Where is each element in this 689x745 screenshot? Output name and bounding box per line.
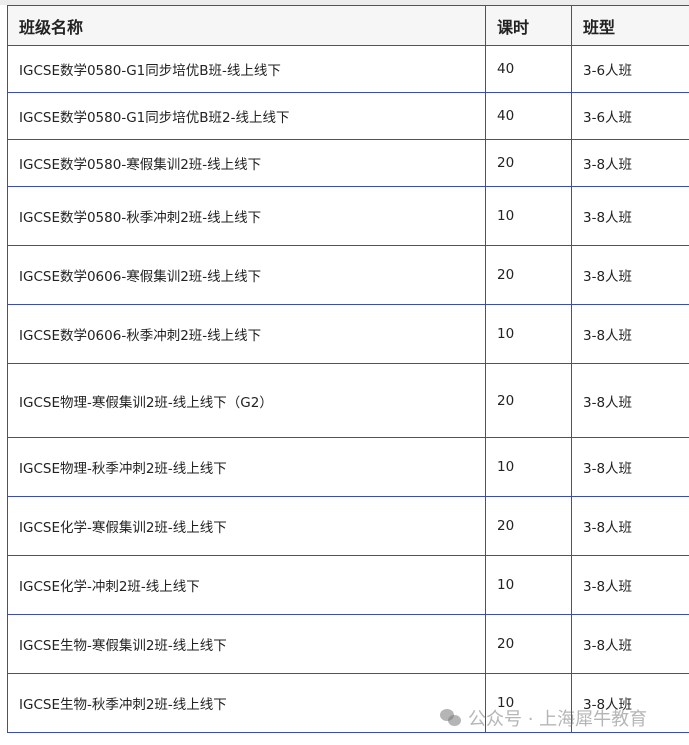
class-type-cell: 3-8人班: [571, 245, 689, 305]
class-name-cell: IGCSE生物-寒假集训2班-线上线下: [7, 614, 486, 674]
class-name-cell: IGCSE物理-寒假集训2班-线上线下（G2）: [7, 363, 486, 438]
class-type-cell: 3-8人班: [571, 496, 689, 556]
header-class-name: 班级名称: [7, 5, 486, 46]
table-row: IGCSE数学0606-寒假集训2班-线上线下 20 3-8人班: [7, 245, 689, 305]
class-name-cell: IGCSE数学0580-秋季冲刺2班-线上线下: [7, 186, 486, 246]
class-type-cell: 3-8人班: [571, 614, 689, 674]
table-row: IGCSE化学-冲刺2班-线上线下 10 3-8人班: [7, 555, 689, 615]
table-row: IGCSE生物-秋季冲刺2班-线上线下 10 3-8人班: [7, 673, 689, 733]
class-type-cell: 3-8人班: [571, 363, 689, 438]
class-type-cell: 3-8人班: [571, 139, 689, 187]
table-row: IGCSE物理-秋季冲刺2班-线上线下 10 3-8人班: [7, 437, 689, 497]
hours-cell: 40: [485, 45, 572, 93]
table-row: IGCSE数学0580-G1同步培优B班-线上线下 40 3-6人班: [7, 45, 689, 93]
class-table: 班级名称 课时 班型 IGCSE数学0580-G1同步培优B班-线上线下 40 3-…: [7, 5, 689, 733]
top-strip: [0, 0, 689, 5]
hours-cell: 20: [485, 139, 572, 187]
class-type-cell: 3-8人班: [571, 437, 689, 497]
hours-cell: 10: [485, 437, 572, 497]
hours-cell: 20: [485, 496, 572, 556]
hours-cell: 10: [485, 186, 572, 246]
table-row: IGCSE物理-寒假集训2班-线上线下（G2） 20 3-8人班: [7, 363, 689, 438]
watermark: 公众号 · 上海犀牛教育: [440, 705, 647, 731]
class-name-cell: IGCSE数学0606-寒假集训2班-线上线下: [7, 245, 486, 305]
hours-cell: 20: [485, 363, 572, 438]
table-header-row: 班级名称 课时 班型: [7, 5, 689, 46]
class-name-cell: IGCSE数学0580-G1同步培优B班-线上线下: [7, 45, 486, 93]
table-row: IGCSE化学-寒假集训2班-线上线下 20 3-8人班: [7, 496, 689, 556]
header-class-type: 班型: [571, 5, 689, 46]
class-type-cell: 3-6人班: [571, 45, 689, 93]
class-type-cell: 3-6人班: [571, 92, 689, 140]
class-type-cell: 3-8人班: [571, 555, 689, 615]
class-type-cell: 3-8人班: [571, 186, 689, 246]
class-name-cell: IGCSE化学-冲刺2班-线上线下: [7, 555, 486, 615]
class-type-cell: 3-8人班: [571, 673, 689, 733]
class-name-cell: IGCSE化学-寒假集训2班-线上线下: [7, 496, 486, 556]
class-name-cell: IGCSE生物-秋季冲刺2班-线上线下: [7, 673, 486, 733]
table-row: IGCSE数学0580-秋季冲刺2班-线上线下 10 3-8人班: [7, 186, 689, 246]
table-row: IGCSE生物-寒假集训2班-线上线下 20 3-8人班: [7, 614, 689, 674]
table-row: IGCSE数学0580-G1同步培优B班2-线上线下 40 3-6人班: [7, 92, 689, 140]
hours-cell: 20: [485, 614, 572, 674]
wechat-icon: [440, 709, 462, 727]
hours-cell: 20: [485, 245, 572, 305]
class-name-cell: IGCSE数学0606-秋季冲刺2班-线上线下: [7, 304, 486, 364]
hours-cell: 10: [485, 304, 572, 364]
table-row: IGCSE数学0580-寒假集训2班-线上线下 20 3-8人班: [7, 139, 689, 187]
watermark-text: 公众号 · 上海犀牛教育: [468, 709, 648, 730]
hours-cell: 10: [485, 555, 572, 615]
table-row: IGCSE数学0606-秋季冲刺2班-线上线下 10 3-8人班: [7, 304, 689, 364]
class-name-cell: IGCSE数学0580-G1同步培优B班2-线上线下: [7, 92, 486, 140]
header-hours: 课时: [485, 5, 572, 46]
hours-cell: 40: [485, 92, 572, 140]
class-name-cell: IGCSE物理-秋季冲刺2班-线上线下: [7, 437, 486, 497]
class-name-cell: IGCSE数学0580-寒假集训2班-线上线下: [7, 139, 486, 187]
class-type-cell: 3-8人班: [571, 304, 689, 364]
hours-cell: 10: [485, 673, 572, 733]
